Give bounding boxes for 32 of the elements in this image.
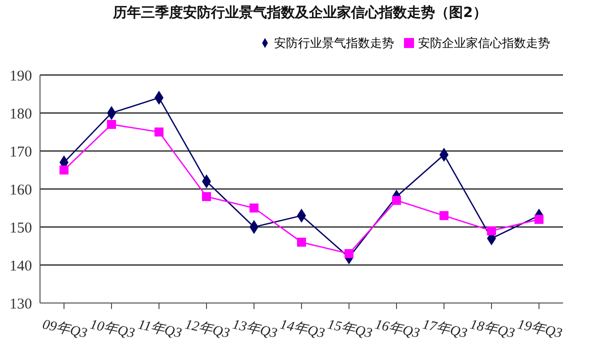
x-tick-label: 10年Q3 — [88, 316, 136, 342]
point — [487, 226, 496, 236]
point — [250, 204, 258, 212]
legend-label: 安防行业景气指数走势 — [274, 36, 394, 50]
point — [154, 128, 164, 136]
point — [534, 214, 544, 224]
point — [392, 196, 401, 205]
y-tick-label: 140 — [10, 258, 32, 274]
point — [60, 166, 68, 174]
x-tick-label: 19年Q3 — [516, 316, 564, 342]
point — [440, 211, 448, 220]
x-tick-label: 13年Q3 — [231, 316, 279, 342]
x-tick-label: 17年Q3 — [421, 316, 469, 342]
point — [344, 249, 354, 258]
x-tick-label: 12年Q3 — [184, 316, 232, 342]
point — [202, 192, 211, 202]
legend-label: 安防企业家信心指数走势 — [418, 36, 550, 50]
y-tick-label: 170 — [10, 144, 32, 160]
y-tick-label: 160 — [10, 182, 32, 198]
y-tick-label: 150 — [10, 220, 32, 236]
x-tick-label: 18年Q3 — [468, 316, 516, 342]
chart-title: 历年三季度安防行业景气指数及企业家信心指数走势（图2） — [112, 4, 488, 22]
x-tick-label: 16年Q3 — [374, 316, 422, 342]
y-tick-label: 180 — [10, 106, 32, 122]
y-tick-label: 190 — [10, 68, 32, 84]
point — [297, 238, 306, 247]
x-tick-label: 11年Q3 — [136, 316, 184, 342]
x-tick-label: 15年Q3 — [326, 316, 374, 342]
x-tick-label: 09年Q3 — [41, 316, 89, 342]
x-tick-label: 14年Q3 — [278, 316, 326, 342]
point — [107, 120, 116, 129]
y-tick-label: 130 — [10, 296, 32, 312]
